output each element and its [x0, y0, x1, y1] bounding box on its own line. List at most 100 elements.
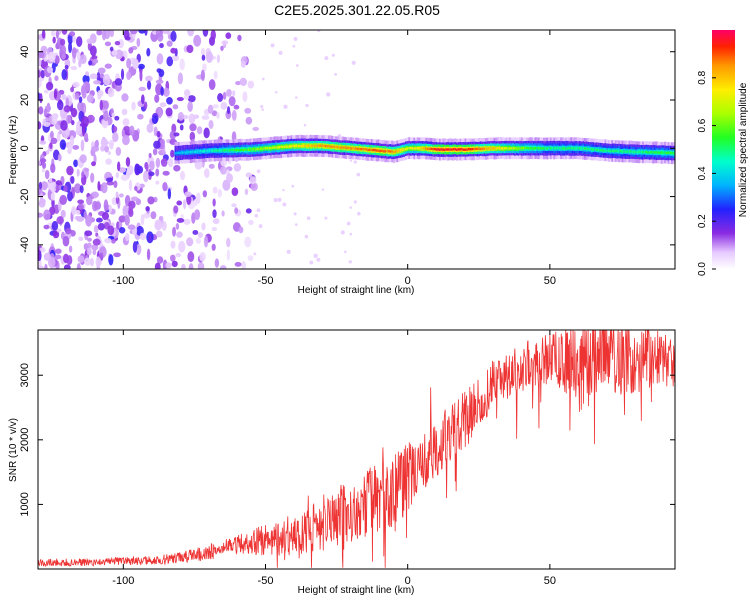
spectrogram-noise-mark [211, 227, 218, 232]
spectrogram-sparse-mark [293, 212, 297, 216]
spectrogram-noise-mark [91, 145, 100, 152]
spectrogram-noise-mark [146, 123, 154, 133]
spectrogram-noise-mark [158, 69, 165, 78]
spectrogram-ridge-mark [428, 147, 431, 150]
spectrogram-ridge-mark [602, 149, 605, 152]
spectrogram-noise-mark [188, 263, 194, 269]
spectrogram-ridge-mark [288, 145, 291, 148]
spectrogram-noise-mark [125, 233, 130, 242]
spectrogram-ridge-mark [401, 148, 404, 151]
snr-y-tick-label: 1000 [19, 492, 31, 516]
spectrogram-ridge-mark [609, 149, 612, 153]
spectrogram-noise-mark [250, 182, 258, 192]
spectrogram-ridge-mark [479, 147, 483, 151]
spectrogram-noise-mark [107, 150, 111, 155]
spectrogram-noise-mark [66, 255, 73, 266]
spectrogram-sparse-mark [349, 232, 353, 236]
spectrogram-ridge-mark [601, 149, 604, 152]
spectrogram-noise-mark [65, 97, 70, 108]
spectrogram-noise-mark [188, 113, 196, 124]
spectrogram-ridge-mark [324, 144, 327, 148]
spectrogram-noise-mark [212, 186, 218, 194]
spectrogram-noise-mark [41, 30, 46, 39]
spectrogram-noise-mark [99, 99, 104, 111]
spectrogram-noise-mark [73, 159, 79, 168]
snr-x-tick-label: 50 [544, 575, 556, 587]
spectrogram-noise-mark [252, 126, 260, 131]
spectrogram-ridge-mark [427, 147, 430, 151]
spectrogram-ridge-mark [223, 149, 227, 152]
spectrogram-noise-mark [234, 207, 239, 214]
spectrogram-ridge-mark [532, 147, 535, 150]
colorbar-tick-label: 0.8 [697, 70, 708, 84]
spectrogram-noise-mark [80, 139, 85, 152]
spectrogram-noise-mark [70, 175, 75, 184]
spectrogram-noise-mark [197, 262, 205, 269]
spectrogram-ridge-mark [358, 147, 361, 151]
spectrogram-noise-mark [201, 54, 206, 61]
spectrogram-noise-mark [244, 107, 252, 114]
spectrogram-ridge-mark [517, 147, 520, 150]
spectrogram-noise-mark [71, 206, 77, 216]
spectrogram-noise-mark [193, 34, 202, 47]
spectrogram-noise-mark [181, 263, 186, 269]
spectrogram-noise-mark [232, 90, 236, 97]
spectrogram-noise-mark [189, 123, 197, 132]
spectrogram-ridge-mark [580, 147, 583, 150]
spectrogram-ridge-mark [258, 147, 261, 151]
spectrogram-sparse-mark [348, 260, 352, 264]
spectrogram-ridge-mark [234, 148, 237, 152]
spectrogram-ridge-mark [560, 147, 563, 150]
spectrogram-ridge-mark [619, 149, 622, 153]
spectrogram-ridge-mark [181, 151, 184, 154]
spectrogram-ridge-mark [416, 147, 419, 150]
spectrogram-ridge-mark [474, 147, 477, 151]
spectrogram-ridge-mark [664, 151, 667, 154]
spectrogram-ridge-mark [362, 147, 365, 151]
spectrogram-noise-mark [221, 210, 225, 217]
snr-frame [37, 329, 676, 570]
spectrogram-ridge-mark [215, 149, 218, 152]
spectrogram-ridge-mark [326, 145, 329, 148]
spectrogram-noise-mark [245, 208, 252, 214]
spectrogram-noise-mark [162, 170, 170, 176]
spectrogram-ridge-mark [628, 150, 631, 153]
spectrogram-ridge-mark [423, 147, 426, 150]
spectrogram-ridge-mark [476, 147, 479, 151]
spectrogram-sparse-mark [261, 77, 265, 81]
spectrogram-ridge-mark [418, 147, 421, 150]
spectrogram-ridge-mark [473, 147, 476, 151]
spectrogram-noise-mark [128, 47, 134, 54]
spectrogram-sparse-mark [270, 43, 275, 48]
spectrogram-noise-mark [70, 65, 78, 71]
spectrogram-x-tick-label: -50 [258, 275, 274, 287]
spectrogram-noise-mark [207, 104, 214, 114]
spectrogram-sparse-mark [343, 250, 347, 254]
spectrogram-noise-mark [38, 160, 41, 166]
spectrogram-noise-mark [139, 70, 143, 82]
spectrogram-noise-mark [131, 101, 136, 111]
spectrogram-noise-mark [83, 210, 87, 220]
spectrogram-ridge-mark [275, 146, 278, 149]
spectrogram-ridge-mark [481, 147, 484, 150]
spectrogram-noise-mark [211, 110, 218, 117]
spectrogram-noise-mark [82, 74, 90, 84]
spectrogram-noise-mark [217, 93, 224, 102]
spectrogram-noise-mark [202, 30, 209, 37]
spectrogram-ridge-mark [239, 148, 242, 152]
spectrogram-noise-mark [81, 90, 87, 99]
spectrogram-noise-mark [104, 63, 112, 69]
spectrogram-noise-mark [93, 225, 99, 233]
spectrogram-ridge-mark [201, 150, 204, 153]
spectrogram-noise-mark [101, 118, 109, 129]
spectrogram-ridge-mark [575, 147, 578, 150]
spectrogram-noise-mark [177, 111, 184, 121]
spectrogram-ridge-mark [566, 147, 570, 150]
spectrogram-ridge-mark [411, 147, 414, 150]
spectrogram-ridge-mark [450, 148, 454, 151]
spectrogram-noise-mark [105, 177, 113, 183]
snr-y-ticks: 1000 2000 3000 [19, 363, 675, 517]
spectrogram-noise-mark [170, 30, 177, 42]
spectrogram-ridge-mark [638, 150, 641, 154]
spectrogram-ridge-mark [252, 147, 256, 151]
